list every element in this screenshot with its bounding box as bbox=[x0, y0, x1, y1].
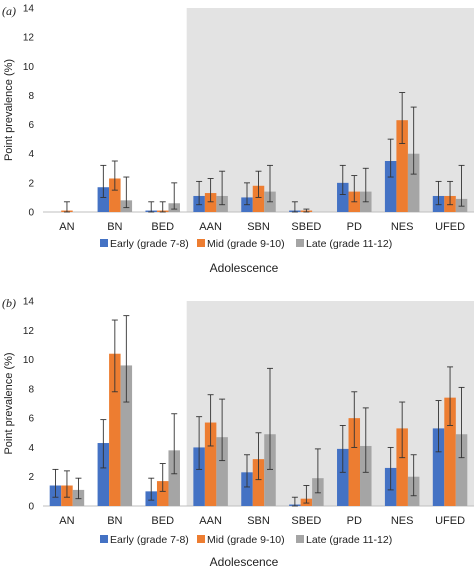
x-axis-label: Adolescence bbox=[210, 261, 279, 275]
y-tick-label: 6 bbox=[28, 414, 34, 425]
category-label: SBED bbox=[291, 221, 321, 233]
bar-bed-series-2 bbox=[156, 481, 169, 506]
legend-swatch bbox=[296, 535, 304, 543]
y-tick-label: 12 bbox=[23, 326, 35, 337]
legend-entry: Mid (grade 9-10) bbox=[207, 238, 285, 250]
bar-bn-series-3 bbox=[120, 365, 133, 506]
panel-label: (a) bbox=[2, 4, 16, 18]
category-label: SBED bbox=[291, 515, 321, 527]
category-label: UFED bbox=[435, 221, 465, 233]
y-tick-label: 0 bbox=[28, 502, 34, 513]
y-tick-label: 14 bbox=[23, 297, 35, 308]
y-tick-label: 10 bbox=[23, 62, 35, 73]
bar-ufed-series-2 bbox=[444, 397, 456, 506]
legend-entry: Late (grade 11-12) bbox=[306, 238, 392, 250]
y-axis-label: Point prevalence (%) bbox=[3, 59, 15, 161]
bar-aan-series-2 bbox=[204, 193, 217, 212]
y-tick-label: 4 bbox=[28, 443, 34, 454]
legend-swatch bbox=[197, 239, 205, 247]
category-label: SBN bbox=[247, 515, 270, 527]
bar-nes-series-3 bbox=[407, 153, 420, 212]
bar-bn-series-2 bbox=[109, 178, 121, 212]
bar-nes-series-1 bbox=[384, 161, 397, 212]
bar-pd-series-1 bbox=[337, 182, 349, 212]
y-tick-label: 12 bbox=[23, 33, 35, 44]
category-label: AN bbox=[59, 515, 74, 527]
category-label: NES bbox=[391, 221, 414, 233]
bar-pd-series-2 bbox=[348, 418, 361, 506]
category-label: BED bbox=[151, 515, 174, 527]
legend-entry: Late (grade 11-12) bbox=[306, 534, 392, 546]
category-label: PD bbox=[347, 515, 362, 527]
y-tick-label: 10 bbox=[23, 355, 35, 366]
category-label: PD bbox=[347, 221, 362, 233]
category-label: BN bbox=[107, 221, 122, 233]
bar-nes-series-2 bbox=[396, 428, 408, 506]
bar-bn-series-1 bbox=[97, 443, 110, 506]
bar-ufed-series-1 bbox=[432, 428, 445, 506]
bar-aan-series-2 bbox=[204, 422, 217, 506]
bar-pd-series-3 bbox=[360, 445, 372, 506]
category-label: BN bbox=[107, 515, 122, 527]
legend-swatch bbox=[296, 239, 304, 247]
category-label: UFED bbox=[435, 515, 465, 527]
legend-entry: Mid (grade 9-10) bbox=[207, 534, 285, 546]
bar-bed-series-3 bbox=[168, 450, 180, 506]
bar-nes-series-2 bbox=[396, 120, 408, 212]
shaded-region bbox=[186, 8, 474, 212]
category-label: AAN bbox=[199, 515, 222, 527]
bar-sbn-series-2 bbox=[252, 185, 265, 212]
x-axis-label: Adolescence bbox=[210, 555, 279, 568]
bar-pd-series-1 bbox=[337, 448, 349, 506]
y-tick-label: 8 bbox=[28, 384, 34, 395]
category-label: BED bbox=[151, 221, 174, 233]
category-label: SBN bbox=[247, 221, 270, 233]
y-tick-label: 8 bbox=[28, 91, 34, 102]
y-tick-label: 0 bbox=[28, 208, 34, 219]
y-tick-label: 2 bbox=[28, 472, 34, 483]
bar-aan-series-1 bbox=[193, 447, 205, 506]
y-tick-label: 6 bbox=[28, 120, 34, 131]
chart-panel-2: (b) Point prevalence (%) 0 2 4 6 8 10 12 14 AN BN BE… bbox=[2, 296, 474, 568]
category-label: AN bbox=[59, 221, 74, 233]
shaded-region bbox=[186, 301, 474, 506]
y-tick-label: 4 bbox=[28, 149, 34, 160]
bar-bn-series-2 bbox=[109, 353, 121, 506]
bar-sbn-series-2 bbox=[252, 459, 265, 506]
y-tick-label: 2 bbox=[28, 178, 34, 189]
legend-entry: Early (grade 7-8) bbox=[110, 238, 189, 250]
y-tick-label: 14 bbox=[23, 4, 35, 15]
category-label: AAN bbox=[199, 221, 222, 233]
bar-bn-series-1 bbox=[97, 187, 110, 212]
category-label: NES bbox=[391, 515, 414, 527]
bar-aan-series-3 bbox=[216, 437, 228, 506]
legend-swatch bbox=[100, 239, 108, 247]
legend-swatch bbox=[197, 535, 205, 543]
bar-sbn-series-3 bbox=[264, 434, 276, 506]
y-axis-label: Point prevalence (%) bbox=[3, 352, 15, 454]
panel-label: (b) bbox=[2, 296, 16, 310]
bar-ufed-series-3 bbox=[455, 434, 468, 506]
legend-swatch bbox=[100, 535, 108, 543]
legend-entry: Early (grade 7-8) bbox=[110, 534, 189, 546]
bar-sbn-series-1 bbox=[241, 472, 253, 506]
chart-panel-1: (a) Point prevalence (%) 0 2 4 6 8 10 12 14 AN BN BE… bbox=[2, 4, 474, 275]
